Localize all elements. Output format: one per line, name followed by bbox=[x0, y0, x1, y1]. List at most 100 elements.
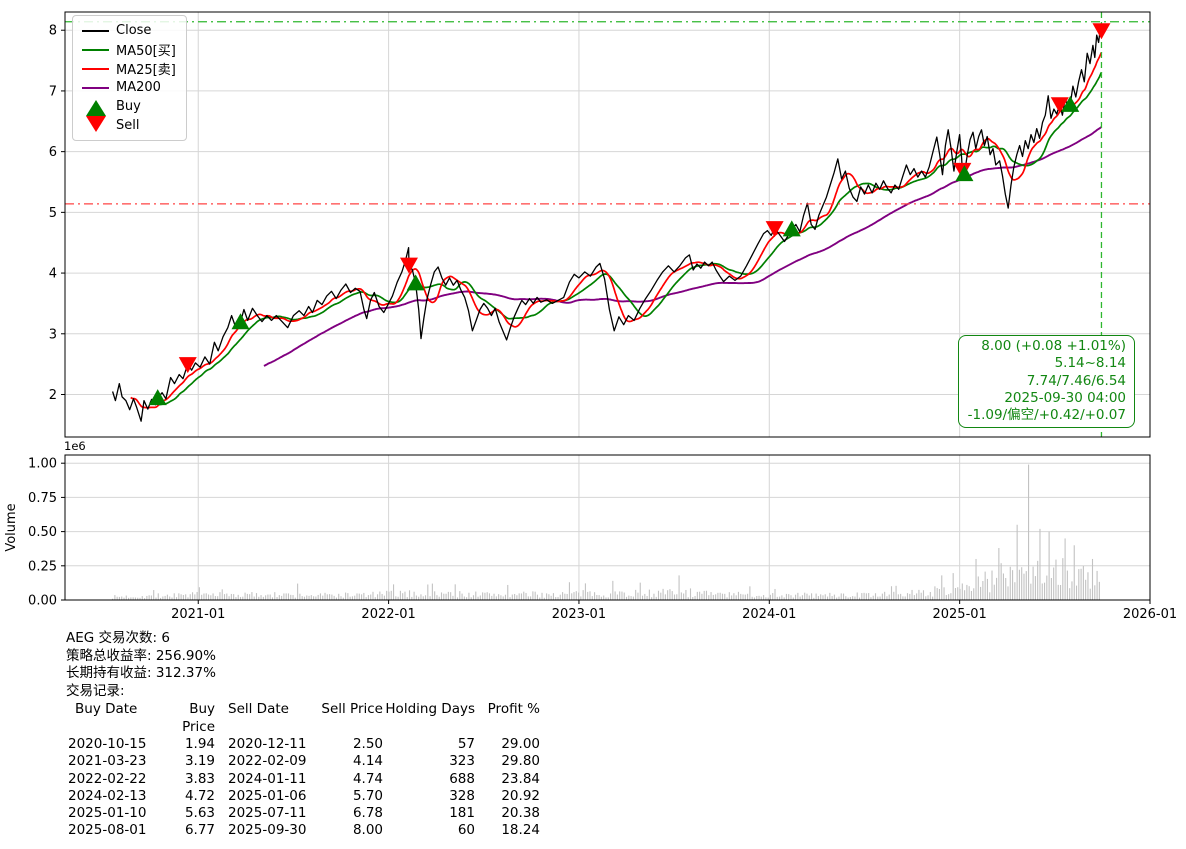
volume-bars bbox=[112, 464, 1100, 600]
table-cell: 2.50 bbox=[352, 735, 383, 752]
price-y-tick-label: 8 bbox=[49, 24, 57, 39]
ma25-line-swatch bbox=[82, 67, 109, 70]
table-cell: 2025-07-11 bbox=[228, 805, 307, 822]
price-y-tick-label: 6 bbox=[49, 145, 57, 160]
x-axis-label: 2023-01 bbox=[552, 607, 606, 622]
table-row: 2020-10-15 1.94 2020-12-11 2.50 57 29.00 bbox=[66, 736, 540, 753]
table-cell: 8.00 bbox=[352, 822, 383, 839]
table-cell: 1.94 bbox=[184, 735, 215, 752]
table-row: 2024-02-13 4.72 2025-01-06 5.70 328 20.92 bbox=[66, 788, 540, 805]
legend: Close MA50[买] MA25[卖] MA200 Buy Sell bbox=[72, 15, 187, 141]
trade-count: AEG 交易次数: 6 bbox=[66, 630, 170, 646]
hold-return: 长期持有收益: 312.37% bbox=[66, 665, 216, 682]
ma-line bbox=[263, 126, 1103, 367]
volume-axis-title: Volume bbox=[4, 503, 19, 551]
table-cell: 2025-09-30 bbox=[228, 822, 307, 839]
buy-marker bbox=[406, 274, 425, 291]
sell-marker bbox=[1092, 23, 1111, 40]
legend-item-close: Close bbox=[82, 21, 176, 40]
trades-table: Buy Date Buy Price Sell Date Sell Price Hold… bbox=[66, 701, 540, 839]
table-cell: 5.63 bbox=[184, 805, 215, 822]
axis-ticks-labels: 2 3 4 5 6 7 8 0.00 0.25 0.50 0.75 1.00 2021-01 2022-0… bbox=[4, 24, 1177, 622]
annotation-ma-values: 7.74/7.46/6.54 bbox=[1026, 372, 1126, 389]
volume-y-tick-label: 1.00 bbox=[28, 457, 57, 472]
table-cell: 3.83 bbox=[184, 770, 215, 787]
buy-marker bbox=[148, 389, 167, 406]
buy-marker bbox=[955, 165, 974, 182]
table-cell: 5.70 bbox=[352, 787, 383, 804]
ma50-line-swatch bbox=[82, 48, 109, 51]
sell-marker bbox=[1050, 97, 1069, 114]
strategy-return: 策略总收益率: 256.90% bbox=[66, 647, 216, 664]
gridlines bbox=[65, 12, 1151, 600]
sell-marker bbox=[399, 257, 418, 274]
volume-y-tick-label: 0.00 bbox=[28, 594, 57, 609]
legend-item-ma25: MA25[卖] bbox=[82, 59, 176, 78]
price-y-tick-label: 3 bbox=[49, 327, 57, 342]
table-cell: 29.80 bbox=[501, 753, 540, 770]
legend-item-sell: Sell bbox=[82, 116, 176, 135]
table-cell: 181 bbox=[449, 805, 475, 822]
table-row: 2025-01-10 5.63 2025-07-11 6.78 181 20.38 bbox=[66, 805, 540, 822]
ma200-line-swatch bbox=[82, 86, 109, 89]
buy-marker bbox=[1061, 95, 1080, 112]
volume-y-tick-label: 0.50 bbox=[28, 525, 57, 540]
table-cell: 3.19 bbox=[184, 753, 215, 770]
table-cell: 18.24 bbox=[501, 822, 540, 839]
x-axis-label: 2024-01 bbox=[742, 607, 796, 622]
price-y-tick-label: 4 bbox=[49, 267, 57, 282]
table-cell: 29.00 bbox=[501, 735, 540, 752]
buy-triangle-icon bbox=[82, 100, 109, 116]
table-cell: 2025-01-06 bbox=[228, 787, 307, 804]
annotation-timestamp: 2025-09-30 04:00 bbox=[1004, 389, 1126, 406]
column-header: Buy Date bbox=[75, 701, 138, 718]
price-y-tick-label: 2 bbox=[49, 388, 57, 403]
table-cell: 60 bbox=[457, 822, 475, 839]
buy-marker bbox=[782, 220, 801, 237]
table-cell: 2025-01-10 bbox=[68, 805, 147, 822]
x-axis-label: 2022-01 bbox=[361, 607, 415, 622]
buy-marker bbox=[231, 313, 250, 330]
table-cell: 2024-01-11 bbox=[228, 770, 307, 787]
volume-y-tick-label: 0.25 bbox=[28, 559, 57, 574]
legend-label: Close bbox=[116, 23, 152, 38]
sell-marker bbox=[178, 357, 197, 374]
annotation-range: 5.14~8.14 bbox=[1054, 355, 1126, 372]
table-cell: 2022-02-22 bbox=[68, 770, 147, 787]
table-cell: 6.78 bbox=[352, 805, 383, 822]
trade-records-title: 交易记录: bbox=[66, 682, 125, 699]
table-cell: 4.72 bbox=[184, 787, 215, 804]
price-y-tick-label: 5 bbox=[49, 206, 57, 221]
table-cell: 6.77 bbox=[184, 822, 215, 839]
legend-item-buy: Buy bbox=[82, 97, 176, 116]
table-cell: 4.14 bbox=[352, 753, 383, 770]
table-cell: 2025-08-01 bbox=[68, 822, 147, 839]
table-cell: 323 bbox=[449, 753, 475, 770]
table-cell: 20.92 bbox=[501, 787, 540, 804]
price-y-tick-label: 7 bbox=[49, 84, 57, 99]
sell-marker bbox=[765, 221, 784, 238]
table-cell: 4.74 bbox=[352, 770, 383, 787]
column-header: Sell Date bbox=[228, 701, 289, 718]
table-row: 2022-02-22 3.83 2024-01-11 4.74 688 23.84 bbox=[66, 771, 540, 788]
axes-spines bbox=[64, 11, 1151, 601]
column-header: Sell Price bbox=[321, 701, 383, 718]
table-cell: 328 bbox=[449, 787, 475, 804]
x-axis-label: 2026-01 bbox=[1123, 607, 1177, 622]
ma-line bbox=[130, 51, 1103, 409]
table-cell: 688 bbox=[449, 770, 475, 787]
annotation-last-price: 8.00 (+0.08 +1.01%) bbox=[981, 338, 1126, 354]
price-volume-chart: 2 3 4 5 6 7 8 0.00 0.25 0.50 0.75 1.00 2021-01 2022-0… bbox=[4, 11, 1177, 622]
table-cell: 2024-02-13 bbox=[68, 787, 147, 804]
volume-y-tick-label: 0.75 bbox=[28, 491, 57, 506]
legend-label: Buy bbox=[116, 99, 141, 114]
trade-markers bbox=[148, 23, 1111, 406]
column-header: Buy Price bbox=[182, 701, 215, 735]
legend-item-ma50: MA50[买] bbox=[82, 40, 176, 59]
column-header: Profit % bbox=[487, 701, 540, 718]
table-cell: 2020-12-11 bbox=[228, 735, 307, 752]
column-header: Holding Days bbox=[385, 701, 475, 718]
legend-label: MA50[买] bbox=[116, 44, 176, 59]
table-header-row: Buy Date Buy Price Sell Date Sell Price Hold… bbox=[66, 701, 540, 736]
